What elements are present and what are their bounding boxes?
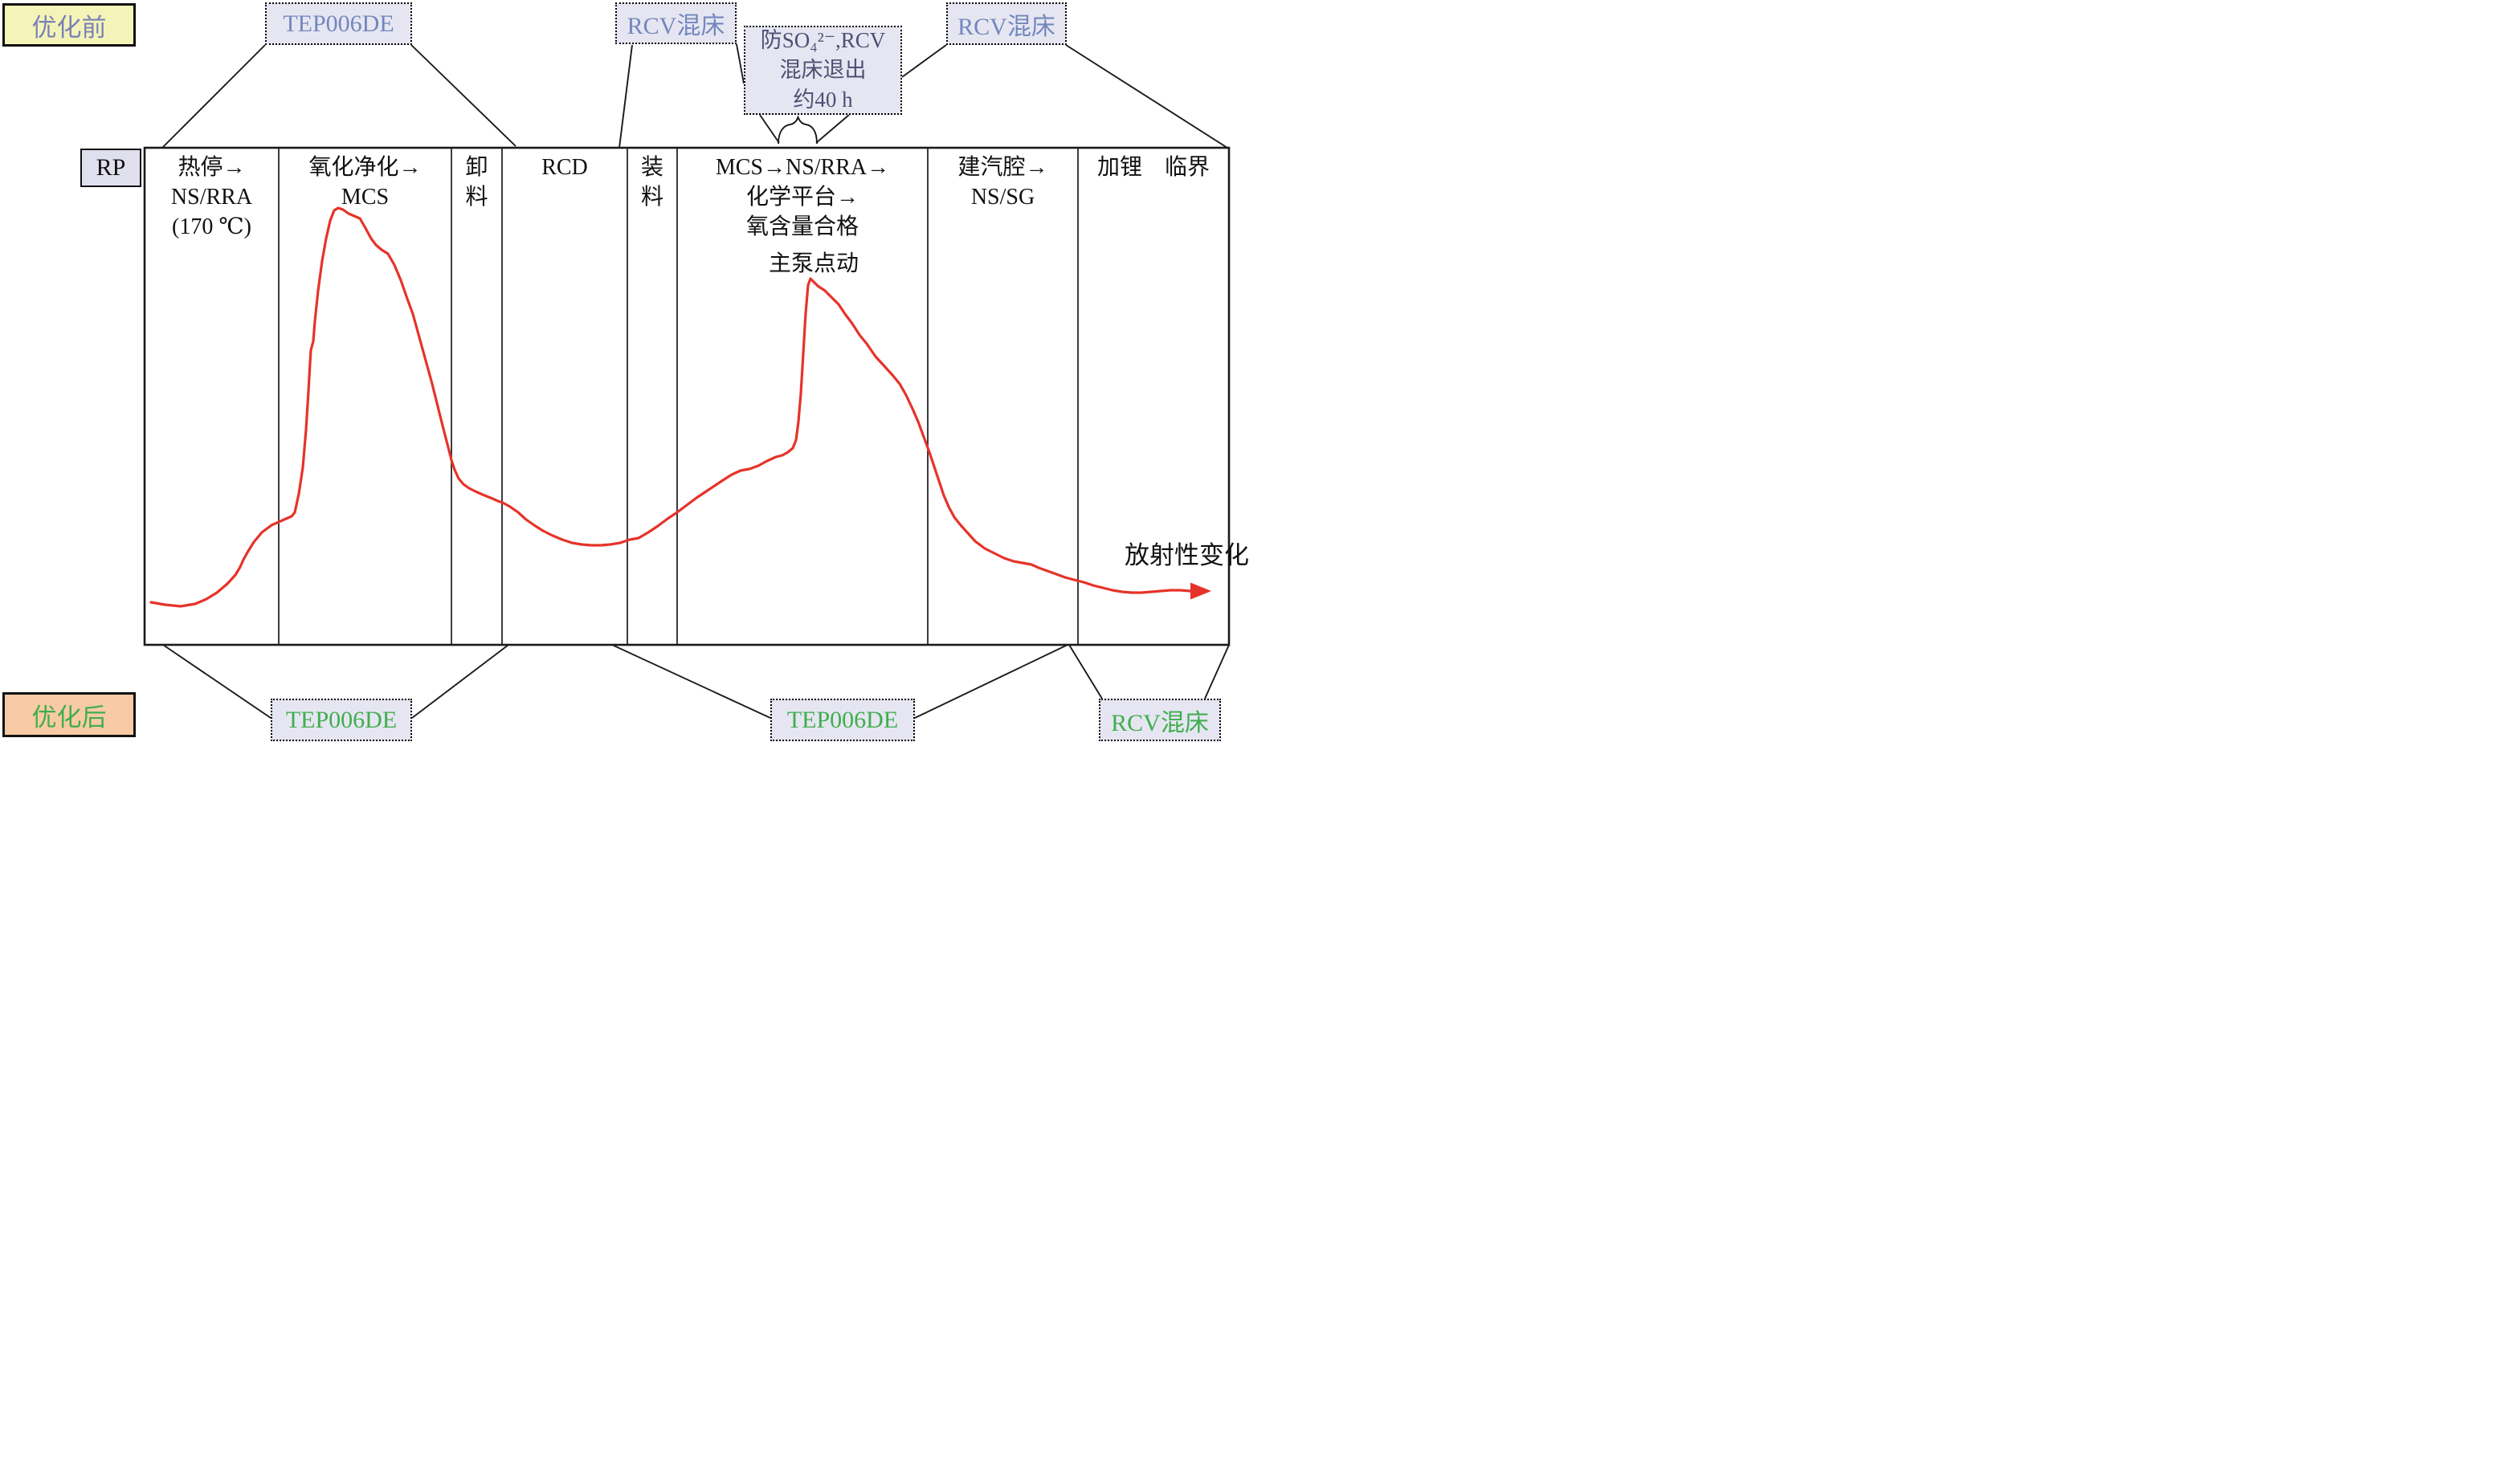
top-connector-lines — [161, 43, 1228, 149]
legend-before-box: 优化前 — [2, 3, 136, 47]
radioactivity-curve — [149, 206, 1192, 608]
connector-line — [162, 644, 271, 719]
phase-grid — [278, 148, 1079, 645]
connector-line — [914, 644, 1068, 719]
connector-line — [1065, 44, 1228, 149]
curve-arrowhead-icon — [1190, 582, 1211, 600]
rp-label: RP — [96, 154, 126, 181]
connector-line — [736, 43, 745, 84]
bottom-box-tep006de-2: TEP006DE — [770, 699, 915, 741]
phase-heading-oxidation-purification: 氧化净化→ MCS — [308, 155, 422, 210]
top-box-rcv-mixbed-right: RCV混床 — [946, 2, 1067, 45]
top-box-tep006de: TEP006DE — [265, 2, 412, 45]
bottom-box-rcv-mixbed-label: RCV混床 — [1111, 709, 1209, 736]
top-box-rcv-mixbed-mid: RCV混床 — [615, 2, 737, 44]
phase-heading-mcs-nsrra: MCS→NS/RRA→ 化学平台→ 氧含量合格 — [715, 155, 890, 239]
connector-line — [611, 644, 771, 719]
brace-icon — [778, 115, 818, 145]
bottom-box-tep006de-1: TEP006DE — [271, 699, 412, 741]
top-box-rcv-mixbed-mid-label: RCV混床 — [627, 13, 725, 39]
diagram-canvas: 优化前 优化后 RP TEP006DE RCV混床 防SO₄²⁻,RCV 混床退… — [0, 0, 1260, 742]
connector-line — [1068, 644, 1103, 699]
connector-line — [759, 114, 780, 144]
legend-after-label: 优化后 — [31, 703, 107, 732]
connector-line — [619, 44, 633, 149]
legend-after-box: 优化后 — [2, 692, 136, 737]
phase-heading-loading: 装 料 — [640, 155, 663, 210]
connector-line — [411, 644, 509, 719]
top-box-tep006de-label: TEP006DE — [283, 10, 394, 37]
bottom-box-rcv-mixbed: RCV混床 — [1099, 699, 1221, 741]
phase-heading-unloading: 卸 料 — [465, 155, 488, 210]
phase-heading-lithium-critical: 加锂 临界 — [1096, 155, 1210, 180]
so4-note-text: 防SO₄²⁻,RCV 混床退出 约40 h — [760, 28, 886, 112]
bottom-connector-lines — [162, 644, 1230, 719]
radioactivity-curve-label: 放射性变化 — [1125, 541, 1249, 569]
connector-line — [410, 44, 516, 147]
main-pump-jog-label: 主泵点动 — [768, 251, 859, 276]
connector-line — [161, 44, 266, 149]
phase-heading-steam-bubble: 建汽腔→ NS/SG — [957, 155, 1048, 210]
diagram-graphics — [143, 43, 1231, 719]
phase-heading-hot-shutdown: 热停→ NS/RRA (170 ℃) — [170, 155, 253, 239]
phase-heading-rcd: RCD — [541, 155, 588, 180]
rp-label-box: RP — [80, 149, 141, 187]
connector-line — [901, 44, 947, 78]
connector-line — [1204, 644, 1230, 699]
top-box-rcv-mixbed-right-label: RCV混床 — [957, 13, 1055, 40]
legend-before-label: 优化前 — [31, 13, 107, 42]
top-box-so4-note: 防SO₄²⁻,RCV 混床退出 约40 h — [744, 26, 902, 115]
bottom-box-tep006de-2-label: TEP006DE — [786, 706, 899, 733]
bottom-box-tep006de-1-label: TEP006DE — [285, 706, 398, 733]
connector-line — [815, 114, 850, 144]
phase-table-frame — [143, 146, 1231, 646]
